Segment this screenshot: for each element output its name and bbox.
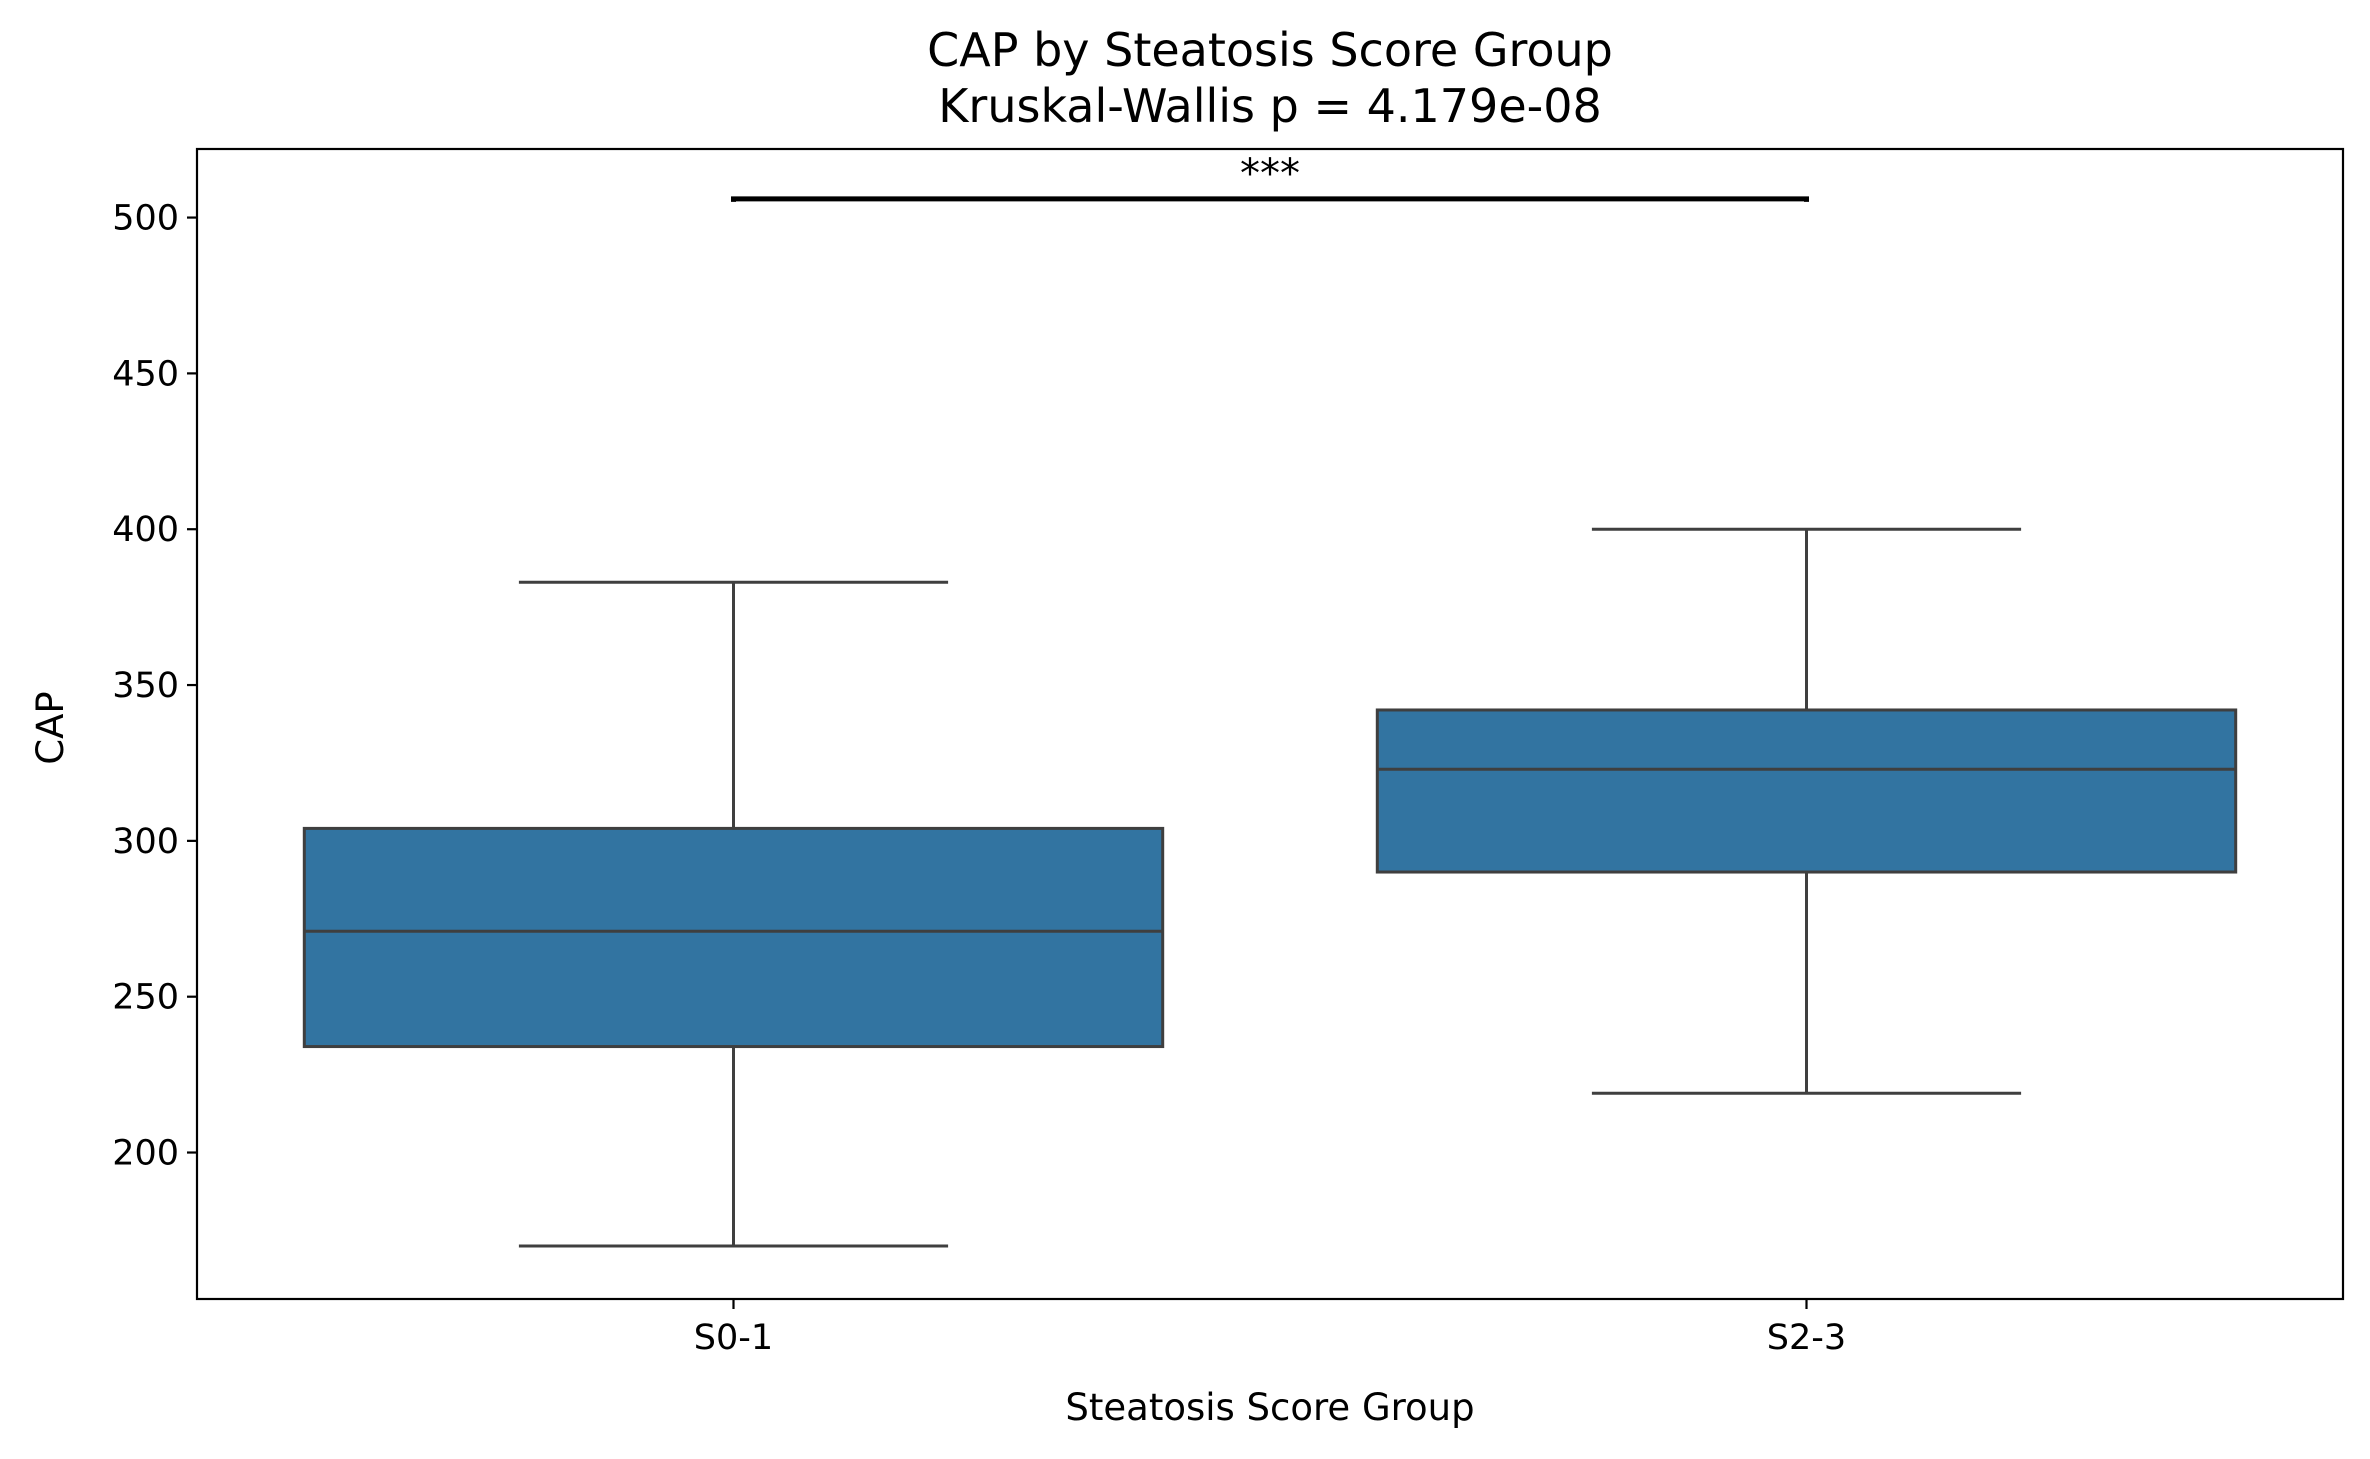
y-tick-label: 450 <box>112 354 179 394</box>
y-axis-label: CAP <box>29 691 72 764</box>
x-axis: S0-1 S2-3 <box>694 1299 1846 1358</box>
y-tick-label: 400 <box>112 510 179 550</box>
chart-title: CAP by Steatosis Score Group <box>927 23 1613 77</box>
y-tick-label: 300 <box>112 822 179 862</box>
chart-subtitle: Kruskal-Wallis p = 4.179e-08 <box>938 79 1602 133</box>
iqr-box <box>302 826 1165 1049</box>
iqr-box <box>1375 708 2238 874</box>
box-group <box>1375 527 2238 1095</box>
y-tick-label: 350 <box>112 666 179 706</box>
significance-layer: *** <box>731 151 1809 202</box>
box-group <box>302 580 1165 1248</box>
y-tick-label: 200 <box>112 1134 179 1174</box>
plot-frame <box>195 147 2345 1301</box>
x-tick-label: S0-1 <box>694 1318 773 1358</box>
significance-bracket <box>731 196 1809 202</box>
boxes-layer <box>302 527 2238 1248</box>
x-axis-label: Steatosis Score Group <box>1065 1386 1474 1429</box>
y-tick-label: 500 <box>112 199 179 239</box>
y-axis: 200 250 300 350 400 450 500 <box>112 199 197 1174</box>
x-tick-label: S2-3 <box>1767 1318 1846 1358</box>
significance-label: *** <box>1240 151 1300 197</box>
y-tick-label: 250 <box>112 978 179 1018</box>
